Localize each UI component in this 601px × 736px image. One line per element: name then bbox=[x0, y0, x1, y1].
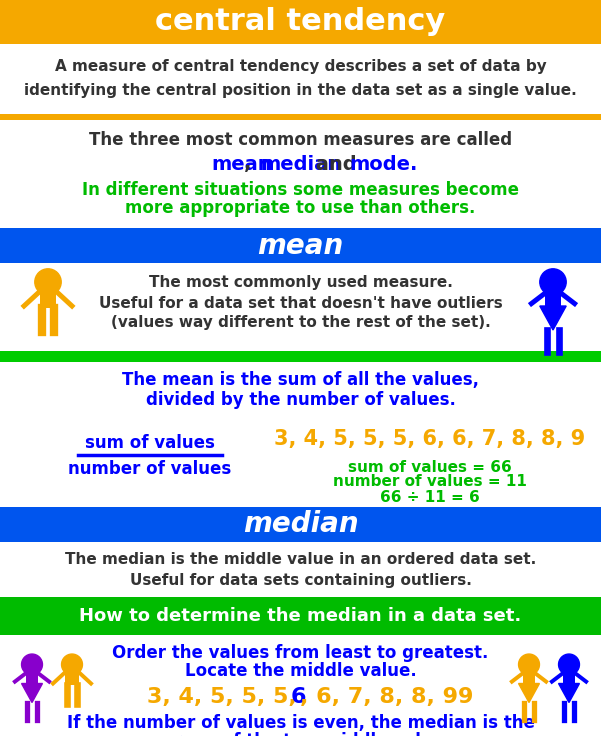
Bar bbox=[0, 0, 601, 44]
Polygon shape bbox=[540, 306, 566, 330]
Text: identifying the central position in the data set as a single value.: identifying the central position in the … bbox=[24, 82, 577, 97]
Text: mean: mean bbox=[211, 155, 272, 174]
Bar bbox=[40, 284, 56, 308]
Text: Order the values from least to greatest.: Order the values from least to greatest. bbox=[112, 644, 489, 662]
Bar bbox=[0, 542, 601, 597]
Bar bbox=[0, 635, 601, 736]
Bar bbox=[66, 666, 79, 685]
Text: If the number of values is even, the median is the: If the number of values is even, the med… bbox=[67, 714, 534, 732]
Text: mean: mean bbox=[257, 232, 344, 260]
Circle shape bbox=[35, 269, 61, 295]
Text: median: median bbox=[260, 155, 341, 174]
Bar bbox=[0, 114, 601, 120]
Text: central tendency: central tendency bbox=[156, 7, 445, 37]
Circle shape bbox=[22, 654, 43, 675]
Circle shape bbox=[558, 654, 579, 675]
Circle shape bbox=[540, 269, 566, 295]
Text: more appropriate to use than others.: more appropriate to use than others. bbox=[126, 199, 475, 217]
Bar bbox=[0, 597, 601, 635]
Text: The most commonly used measure.: The most commonly used measure. bbox=[148, 275, 453, 291]
Text: Useful for a data set that doesn't have outliers: Useful for a data set that doesn't have … bbox=[99, 295, 502, 311]
Bar bbox=[0, 44, 601, 114]
Text: 3, 4, 5, 5, 5, 6, 6, 7, 8, 8, 9: 3, 4, 5, 5, 5, 6, 6, 7, 8, 8, 9 bbox=[275, 429, 585, 449]
Text: divided by the number of values.: divided by the number of values. bbox=[145, 391, 456, 409]
Bar bbox=[563, 666, 575, 684]
Text: , 6, 7, 8, 8, 99: , 6, 7, 8, 8, 99 bbox=[300, 687, 474, 707]
Text: average of the two middle values.: average of the two middle values. bbox=[141, 732, 460, 736]
Text: ,: , bbox=[243, 155, 258, 174]
Text: The three most common measures are called: The three most common measures are calle… bbox=[89, 131, 512, 149]
Bar bbox=[523, 666, 535, 684]
Polygon shape bbox=[22, 684, 43, 702]
Bar bbox=[545, 284, 561, 306]
Text: sum of values: sum of values bbox=[85, 434, 215, 452]
Bar bbox=[0, 120, 601, 228]
Text: 6: 6 bbox=[291, 687, 307, 707]
Text: In different situations some measures become: In different situations some measures be… bbox=[82, 181, 519, 199]
Text: number of values: number of values bbox=[69, 460, 231, 478]
Text: sum of values = 66: sum of values = 66 bbox=[348, 459, 512, 475]
Text: Locate the middle value.: Locate the middle value. bbox=[185, 662, 416, 680]
Text: number of values = 11: number of values = 11 bbox=[333, 475, 527, 489]
Text: 66 ÷ 11 = 6: 66 ÷ 11 = 6 bbox=[380, 489, 480, 504]
Polygon shape bbox=[519, 684, 540, 702]
Text: Useful for data sets containing outliers.: Useful for data sets containing outliers… bbox=[130, 573, 471, 587]
Text: (values way different to the rest of the set).: (values way different to the rest of the… bbox=[111, 316, 490, 330]
Bar bbox=[0, 507, 601, 542]
Text: and: and bbox=[309, 155, 363, 174]
Polygon shape bbox=[558, 684, 579, 702]
Bar bbox=[0, 351, 601, 362]
Text: The mean is the sum of all the values,: The mean is the sum of all the values, bbox=[122, 371, 479, 389]
Bar bbox=[0, 263, 601, 351]
Text: The median is the middle value in an ordered data set.: The median is the middle value in an ord… bbox=[65, 553, 536, 567]
Bar bbox=[0, 362, 601, 417]
Bar bbox=[0, 228, 601, 263]
Text: mode.: mode. bbox=[349, 155, 418, 174]
Text: 3, 4, 5, 5, 5,: 3, 4, 5, 5, 5, bbox=[147, 687, 304, 707]
Text: How to determine the median in a data set.: How to determine the median in a data se… bbox=[79, 607, 522, 625]
Bar bbox=[26, 666, 38, 684]
Text: median: median bbox=[243, 511, 358, 539]
Circle shape bbox=[61, 654, 82, 675]
Circle shape bbox=[519, 654, 540, 675]
Bar bbox=[0, 417, 601, 507]
Text: A measure of central tendency describes a set of data by: A measure of central tendency describes … bbox=[55, 58, 546, 74]
